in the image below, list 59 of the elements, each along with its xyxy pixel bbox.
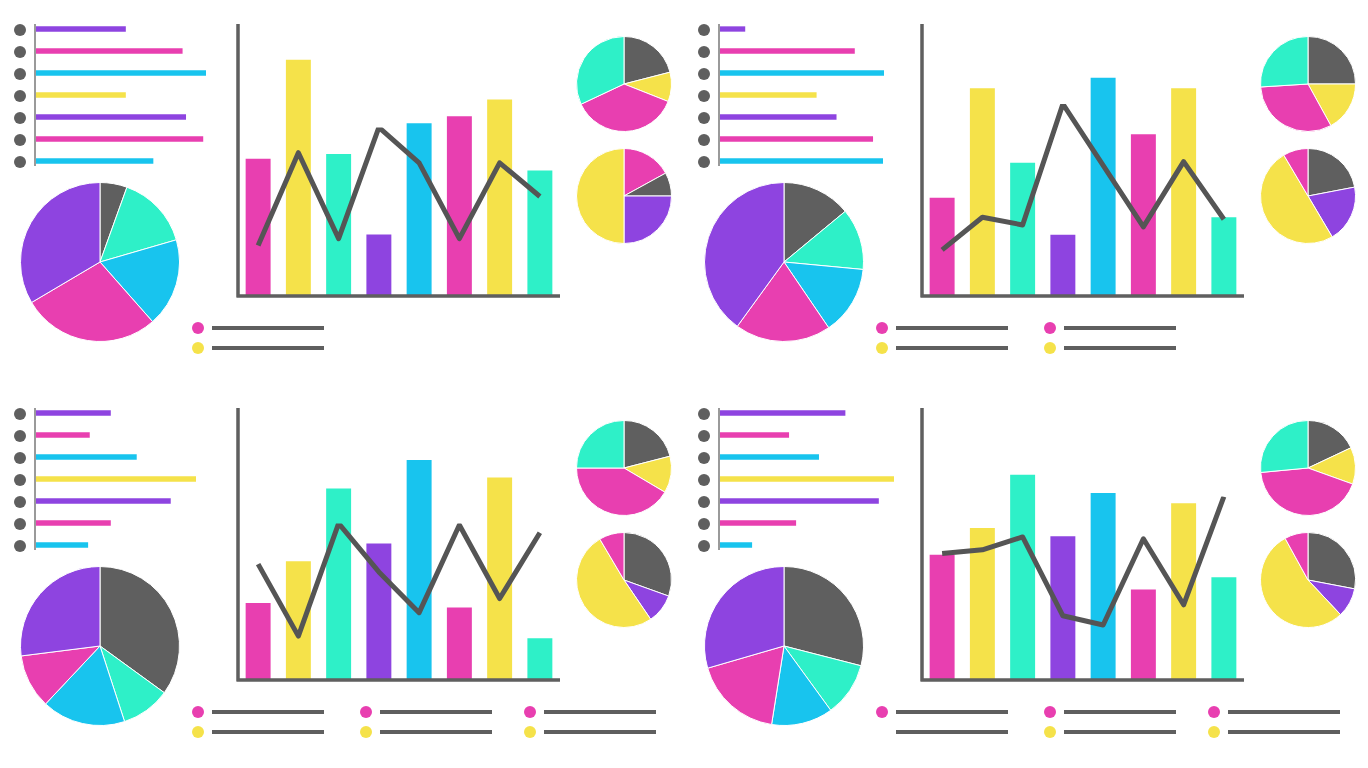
bar	[969, 528, 995, 680]
bar	[1130, 134, 1156, 296]
bar	[718, 48, 855, 54]
bar	[34, 136, 204, 142]
bar	[718, 498, 879, 504]
bar	[406, 460, 432, 680]
bar	[245, 603, 271, 680]
bar	[1171, 503, 1197, 680]
bar	[718, 476, 894, 482]
bar	[718, 158, 883, 164]
bar	[34, 520, 111, 526]
bar	[718, 432, 790, 438]
bar	[1130, 589, 1156, 680]
bar	[718, 542, 753, 548]
bar	[1090, 77, 1116, 296]
bar	[718, 454, 819, 460]
bar	[245, 158, 271, 296]
bar	[446, 116, 472, 296]
bar	[366, 543, 392, 680]
bar	[718, 114, 837, 120]
bar	[326, 488, 352, 680]
bar	[34, 70, 206, 76]
bar	[718, 410, 846, 416]
bar	[1050, 536, 1076, 680]
bar	[34, 432, 90, 438]
bar	[34, 476, 196, 482]
bar	[446, 607, 472, 680]
bar	[487, 99, 513, 296]
bar	[34, 410, 111, 416]
bar	[718, 136, 874, 142]
bar	[1211, 217, 1237, 296]
bar	[34, 498, 171, 504]
bar	[527, 638, 553, 680]
bar	[718, 92, 817, 98]
bar	[406, 123, 432, 296]
bar	[366, 234, 392, 296]
bar	[1010, 162, 1036, 296]
bar	[326, 154, 352, 296]
bar	[34, 92, 126, 98]
bar	[1171, 88, 1197, 296]
bar	[34, 542, 89, 548]
bar	[1090, 493, 1116, 680]
bar	[929, 197, 955, 296]
bar	[285, 59, 311, 296]
bar	[34, 454, 137, 460]
bar	[718, 520, 797, 526]
bar	[969, 88, 995, 296]
bar	[929, 554, 955, 680]
bar	[34, 26, 126, 32]
bar	[1050, 234, 1076, 296]
bar	[487, 477, 513, 680]
bar	[1211, 577, 1237, 680]
bar	[718, 70, 884, 76]
bar	[527, 170, 553, 296]
bar	[718, 26, 746, 32]
bar	[34, 114, 187, 120]
bar	[1010, 474, 1036, 680]
bar	[34, 48, 183, 54]
bar	[34, 158, 154, 164]
